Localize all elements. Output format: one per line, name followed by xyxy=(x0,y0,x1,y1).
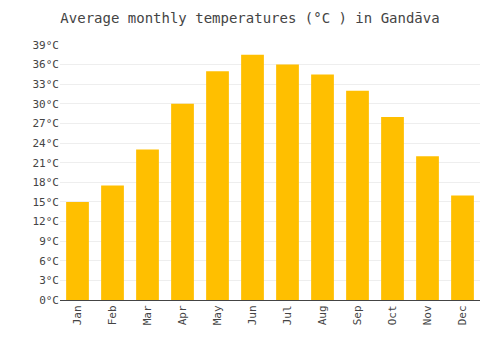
svg-text:Average monthly temperatures (: Average monthly temperatures (°C ) in Ga… xyxy=(60,10,439,26)
svg-text:Sep: Sep xyxy=(351,305,364,325)
svg-text:0°C: 0°C xyxy=(39,294,59,307)
svg-text:27°C: 27°C xyxy=(33,117,60,130)
svg-text:Apr: Apr xyxy=(176,305,189,325)
svg-text:Jan: Jan xyxy=(71,305,84,325)
svg-text:36°C: 36°C xyxy=(33,58,60,71)
svg-text:Dec: Dec xyxy=(456,305,469,325)
svg-text:6°C: 6°C xyxy=(39,255,59,268)
svg-text:9°C: 9°C xyxy=(39,235,59,248)
svg-text:24°C: 24°C xyxy=(33,137,60,150)
svg-text:May: May xyxy=(211,305,224,325)
svg-text:Jul: Jul xyxy=(281,305,294,325)
svg-text:18°C: 18°C xyxy=(33,176,60,189)
svg-text:3°C: 3°C xyxy=(39,274,59,287)
svg-text:Mar: Mar xyxy=(141,305,154,325)
svg-text:Jun: Jun xyxy=(246,305,259,325)
svg-text:12°C: 12°C xyxy=(33,215,60,228)
svg-text:21°C: 21°C xyxy=(33,157,60,170)
svg-text:Nov: Nov xyxy=(421,305,434,325)
svg-text:Aug: Aug xyxy=(316,305,329,325)
svg-text:15°C: 15°C xyxy=(33,196,60,209)
svg-text:Oct: Oct xyxy=(386,305,399,325)
svg-text:Feb: Feb xyxy=(106,305,119,325)
svg-text:33°C: 33°C xyxy=(33,78,60,91)
svg-text:39°C: 39°C xyxy=(33,39,60,52)
svg-text:30°C: 30°C xyxy=(33,98,60,111)
